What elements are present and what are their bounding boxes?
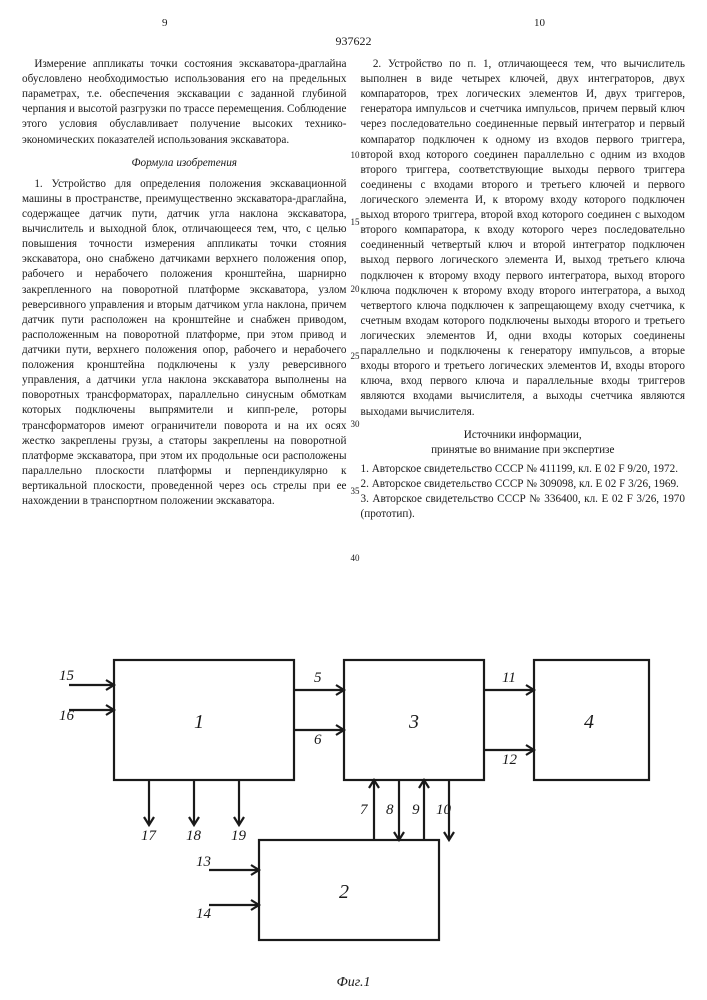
signal-16: 16	[59, 708, 75, 724]
patent-number: 937622	[22, 33, 685, 49]
line-mark: 30	[351, 418, 363, 430]
line-mark: 15	[351, 216, 363, 228]
block-2-rect	[259, 840, 439, 940]
block-1-label: 1	[194, 711, 204, 733]
figure-label: Фиг.1	[22, 974, 685, 993]
signal-13: 13	[196, 854, 211, 870]
signal-8: 8	[386, 802, 394, 818]
line-mark: 35	[351, 485, 363, 497]
source-1: 1. Авторское свидетельство СССР № 411199…	[361, 462, 686, 477]
left-column: Измерение аппликаты точки состояния экск…	[22, 57, 347, 612]
signal-14: 14	[196, 906, 212, 922]
signal-7: 7	[360, 802, 369, 818]
block-3-label: 3	[408, 711, 419, 733]
intro-paragraph: Измерение аппликаты точки состояния экск…	[22, 57, 347, 148]
diagram-shapes	[69, 660, 649, 940]
source-3: 3. Авторское свидетельство СССР № 336400…	[361, 492, 686, 522]
line-mark: 25	[351, 350, 363, 362]
signal-18: 18	[186, 828, 202, 844]
line-mark: 40	[351, 552, 363, 564]
signal-12: 12	[502, 752, 518, 768]
right-column: 10 15 20 25 30 35 40 2. Устройство по п.…	[361, 57, 686, 612]
signal-15: 15	[59, 668, 75, 684]
block-4-label: 4	[584, 711, 594, 733]
source-2: 2. Авторское свидетельство СССР № 309098…	[361, 477, 686, 492]
claim-2: 2. Устройство по п. 1, отличающееся тем,…	[361, 57, 686, 420]
page-number-left: 9	[162, 16, 168, 31]
signal-5: 5	[314, 670, 322, 686]
formula-title: Формула изобретения	[22, 156, 347, 171]
claim-1: 1. Устройство для определения положения …	[22, 177, 347, 509]
page-number-right: 10	[534, 16, 545, 31]
line-number-gutter: 10 15 20 25 30 35 40	[351, 57, 363, 564]
signal-10: 10	[436, 802, 452, 818]
line-mark: 10	[351, 149, 363, 161]
text-columns: Измерение аппликаты точки состояния экск…	[22, 57, 685, 612]
line-mark: 20	[351, 283, 363, 295]
signal-6: 6	[314, 732, 322, 748]
diagram-labels: 1 3 4 2 15 16 17 18 19 5 6 11 12 7 8 9 1…	[59, 668, 594, 922]
signal-11: 11	[502, 670, 516, 686]
block-2-label: 2	[339, 881, 349, 903]
sources-title: Источники информации, принятые во вниман…	[361, 428, 686, 458]
signal-17: 17	[141, 828, 158, 844]
signal-19: 19	[231, 828, 247, 844]
diagram-svg: 1 3 4 2 15 16 17 18 19 5 6 11 12 7 8 9 1…	[44, 630, 664, 970]
signal-9: 9	[412, 802, 420, 818]
block-diagram: 1 3 4 2 15 16 17 18 19 5 6 11 12 7 8 9 1…	[22, 630, 685, 970]
block-1-rect	[114, 660, 294, 780]
